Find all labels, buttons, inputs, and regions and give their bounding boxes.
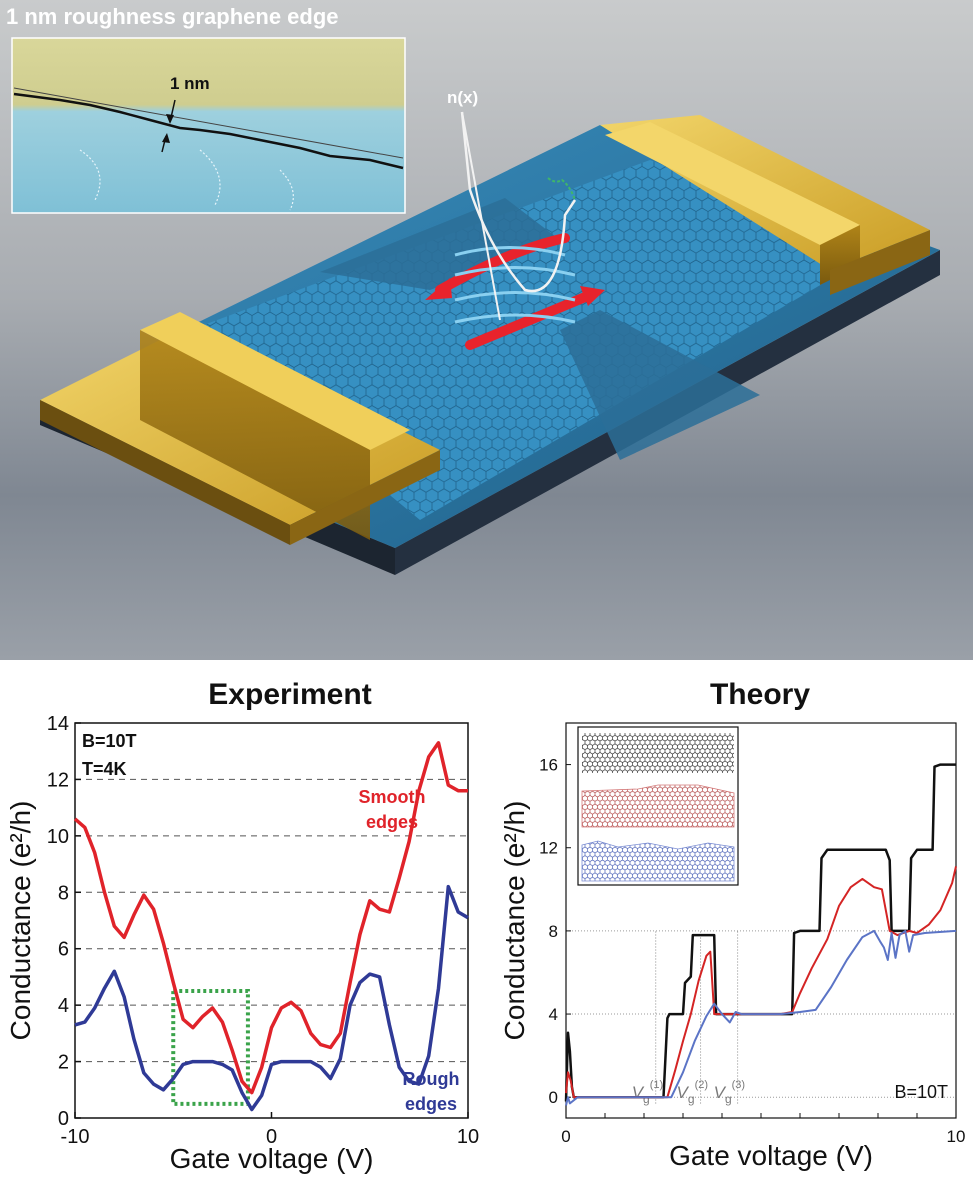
edge-state-arrow-top [435,233,570,295]
exp-annotation: B=10T [82,731,137,751]
theory_black-line [564,763,956,1102]
theory-y-tick-label: 0 [549,1088,558,1107]
arrow-head-top [425,278,452,300]
theory-vline-label: Vg(1) [632,1079,663,1106]
density-axis [461,111,501,321]
rough-edges-line [74,884,469,1112]
density-label: n(x) [447,88,479,107]
landau-stripe-1 [454,246,566,257]
green-squiggle [547,177,576,201]
theory-y-axis-label: Conductance (e²/h) [499,801,530,1041]
exp-plot-frame [74,722,469,1119]
theory-y-tick-label: 8 [549,922,558,941]
landau-stripe-4 [454,313,576,324]
left-electrode-ridge-front [140,330,370,540]
theory-x-tick-label: 0 [561,1127,570,1146]
exp-y-tick-label: 10 [47,826,69,848]
theory-annotation: B=10T [894,1082,948,1102]
exp-y-tick-label: 2 [58,1052,69,1074]
exp-x-tick-label: 10 [457,1126,479,1148]
theory_blue-line [565,929,957,1106]
exp-x-axis-label: Gate voltage (V) [170,1143,374,1174]
theory-y-tick-label: 4 [549,1005,558,1024]
landau-stripe-3 [454,291,576,302]
left-electrode-side [40,400,290,545]
lattice-moderate-ribbon [581,784,735,828]
inset-scale-label: 1 nm [170,74,210,93]
experiment-title: Experiment [208,678,372,711]
smooth-edges-line [73,741,468,1095]
theory-title: Theory [709,678,811,711]
rough-edges-label: Rough [403,1069,460,1089]
graphene-device-drawing [11,37,940,575]
device-illustration: 1 nm roughness graphene edge 1 nm n(x) [0,0,973,660]
lattice-smooth-ribbon [582,733,734,773]
theory_red-line [565,866,957,1099]
exp-y-tick-label: 14 [47,713,69,735]
exp-x-tick-label: -10 [61,1126,90,1148]
constriction-top [320,198,560,290]
theory-vline-label: Vg(2) [677,1079,708,1106]
theory-y-tick-label: 12 [539,839,558,858]
rough-edges-label: edges [405,1094,457,1114]
tem-reference-line [13,87,404,159]
exp-y-tick-label: 4 [58,995,69,1017]
theory-plot-frame [565,722,957,1119]
tem-edge-line [13,92,404,170]
theory-y-tick-label: 16 [539,756,558,775]
exp-y-tick-label: 8 [58,882,69,904]
theory-x-tick-label: 10 [947,1127,966,1146]
inset-title: 1 nm roughness graphene edge [6,4,339,29]
arrow-head-bottom [580,286,605,306]
tem-inset [11,37,406,214]
left-electrode-ridge-top [140,312,410,450]
edge-state-arrow-bottom [465,290,595,350]
exp-y-tick-label: 0 [58,1108,69,1130]
theory-vline-label: Vg(3) [714,1079,745,1106]
lattice-rough-ribbon [581,840,735,882]
right-electrode-front [830,230,930,295]
theory-x-axis-label: Gate voltage (V) [669,1140,873,1171]
exp-x-tick-label: 0 [266,1126,277,1148]
exp-annotation: T=4K [82,759,127,779]
exp-y-tick-label: 12 [47,769,69,791]
right-electrode-ridge-top [605,122,860,245]
landau-stripe-2 [454,266,576,277]
exp-y-axis-label: Conductance (e²/h) [5,801,36,1041]
exp-highlight-box [171,989,250,1106]
exp-y-tick-label: 6 [58,939,69,961]
smooth-edges-label: edges [366,812,418,832]
smooth-edges-label: Smooth [359,787,426,807]
theory-lattice-inset [577,726,739,886]
left-electrode-front [290,450,440,545]
constriction-bottom [560,310,760,460]
